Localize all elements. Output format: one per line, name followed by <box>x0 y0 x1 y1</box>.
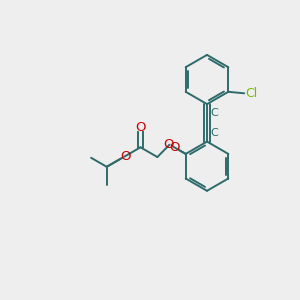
Text: O: O <box>169 141 179 154</box>
Text: O: O <box>163 137 174 151</box>
Text: Cl: Cl <box>246 87 258 100</box>
Text: C: C <box>211 128 218 138</box>
Text: O: O <box>135 121 146 134</box>
Text: C: C <box>211 108 218 118</box>
Text: O: O <box>120 149 131 163</box>
